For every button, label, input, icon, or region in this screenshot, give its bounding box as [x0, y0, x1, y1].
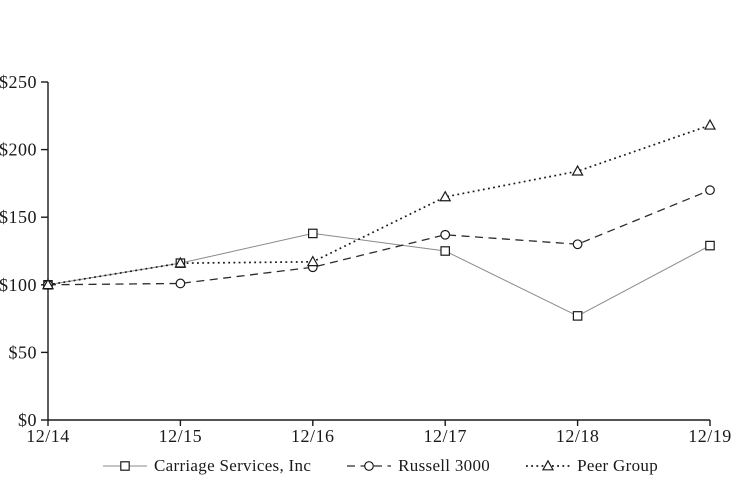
- marker-triangle-12-18: [571, 164, 584, 176]
- y-axis-tick-label: $200: [0, 140, 37, 160]
- x-axis-tick-label: 12/16: [291, 426, 335, 446]
- series-markers-russell-3000: [43, 185, 715, 290]
- series-line-carriage-services-inc: [47, 232, 711, 317]
- legend-item-russell-3000: Russell 3000: [347, 456, 490, 476]
- legend-sample-marker: [120, 461, 130, 471]
- legend-item-carriage-services: Carriage Services, Inc: [103, 456, 311, 476]
- y-axis-tick-label: $100: [0, 275, 37, 295]
- marker-circle-12-18: [572, 239, 583, 250]
- y-axis-tick-label: $150: [0, 207, 37, 227]
- series-line-russell-3000: [47, 189, 711, 286]
- x-axis-tick-label: 12/14: [26, 426, 70, 446]
- marker-triangle-12-19: [703, 118, 717, 130]
- y-axis-tick-label: $250: [0, 72, 37, 92]
- marker-circle-12-15: [175, 278, 186, 289]
- series-markers-peer-group: [41, 118, 717, 290]
- x-axis-tick-label: 12/17: [423, 426, 467, 446]
- legend-label-carriage-services: Carriage Services, Inc: [154, 456, 312, 475]
- marker-triangle-12-14: [41, 278, 55, 290]
- marker-triangle-12-16: [306, 255, 319, 267]
- axis-lines: [47, 82, 710, 421]
- legend-line-sample-triangle-icon: [526, 459, 571, 471]
- legend-line-sample-circle-icon: [347, 461, 392, 471]
- y-axis-tick-label: $50: [9, 342, 38, 362]
- legend-sample-marker: [364, 461, 375, 471]
- y-axis-tick-label: $0: [18, 410, 37, 430]
- legend-item-peer-group: Peer Group: [526, 456, 658, 476]
- marker-triangle-12-17: [439, 190, 452, 202]
- x-axis-tick-label: 12/18: [556, 426, 600, 446]
- marker-triangle-12-15: [174, 256, 187, 268]
- marker-square-12-16: [308, 228, 318, 239]
- x-axis-tick-label: 12/19: [688, 426, 732, 446]
- marker-square-12-18: [572, 311, 583, 321]
- legend-label-russell-3000: Russell 3000: [398, 456, 491, 475]
- marker-circle-12-17: [440, 229, 451, 240]
- series-line-peer-group: [47, 124, 711, 286]
- legend-sample-marker: [542, 459, 555, 471]
- marker-circle-12-19: [705, 185, 715, 196]
- x-axis-tick-label: 12/15: [159, 426, 203, 446]
- legend-line-sample-square-icon: [103, 461, 147, 471]
- marker-square-12-19: [705, 240, 715, 251]
- series-markers-carriage-services-inc: [43, 228, 715, 321]
- legend-label-peer-group: Peer Group: [577, 456, 658, 475]
- marker-square-12-17: [440, 246, 450, 256]
- chart-legend: Carriage Services, Inc Russell 3000 Peer…: [0, 456, 735, 476]
